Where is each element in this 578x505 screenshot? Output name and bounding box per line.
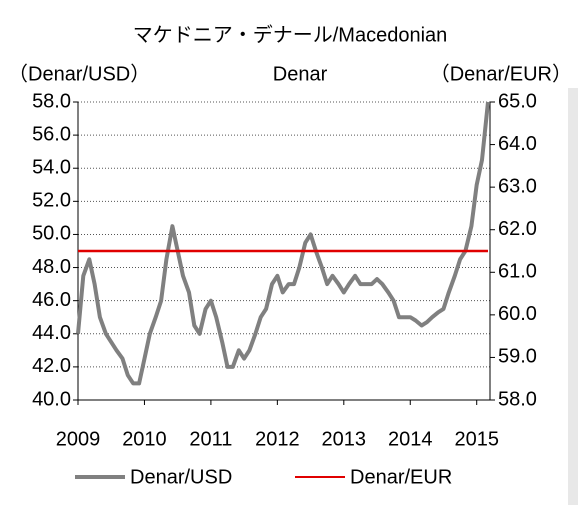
y-tick-label: 48.0 bbox=[32, 256, 71, 278]
y2-tick-label: 58.0 bbox=[498, 388, 537, 410]
y2-tick-label: 60.0 bbox=[498, 303, 537, 325]
legend-label: Denar/EUR bbox=[350, 466, 452, 488]
y-tick-label: 42.0 bbox=[32, 355, 71, 377]
chart-subtitle: Denar bbox=[273, 63, 328, 85]
x-tick-label: 2015 bbox=[454, 428, 499, 450]
x-tick-label: 2011 bbox=[189, 428, 232, 450]
chart-title: マケドニア・デナール/Macedonian bbox=[133, 23, 448, 46]
y-tick-label: 50.0 bbox=[32, 223, 71, 245]
x-tick-label: 2014 bbox=[388, 428, 433, 450]
y2-tick-label: 62.0 bbox=[498, 218, 537, 240]
y2-tick-label: 63.0 bbox=[498, 175, 537, 197]
y-tick-label: 52.0 bbox=[32, 190, 71, 212]
x-tick-label: 2010 bbox=[122, 428, 167, 450]
y2-tick-label: 65.0 bbox=[498, 90, 537, 112]
legend-label: Denar/USD bbox=[130, 466, 232, 488]
y2-tick-label: 61.0 bbox=[498, 261, 537, 283]
series-line bbox=[76, 101, 490, 386]
y-tick-label: 46.0 bbox=[32, 289, 71, 311]
y-tick-label: 40.0 bbox=[32, 388, 71, 410]
y2-tick-label: 64.0 bbox=[498, 133, 537, 155]
y2-axis-label: （Denar/EUR） bbox=[430, 62, 572, 85]
y-tick-label: 56.0 bbox=[32, 123, 71, 145]
x-tick-label: 2013 bbox=[322, 428, 367, 450]
x-tick-label: 2012 bbox=[255, 428, 300, 450]
side-bar bbox=[568, 88, 578, 505]
x-tick-label: 2009 bbox=[56, 428, 101, 450]
y-tick-label: 58.0 bbox=[32, 90, 71, 112]
y-tick-label: 54.0 bbox=[32, 157, 71, 179]
y-axis-label: （Denar/USD） bbox=[8, 62, 150, 85]
y2-tick-label: 59.0 bbox=[498, 346, 537, 368]
y-tick-label: 44.0 bbox=[32, 322, 71, 344]
